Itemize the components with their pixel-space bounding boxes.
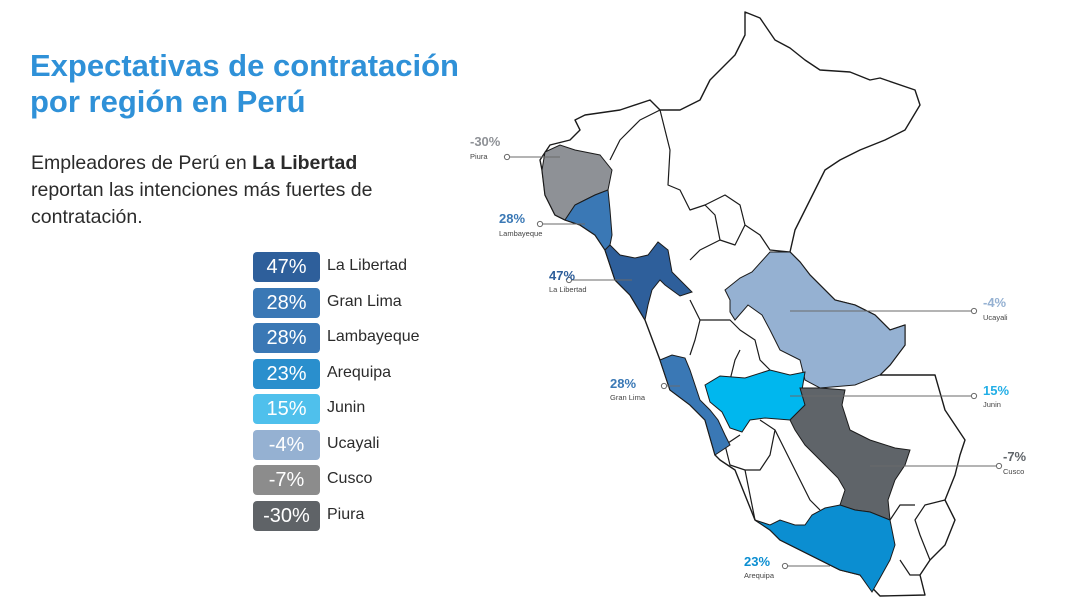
lambayeque-value: 28%: [499, 211, 525, 226]
la-libertad-value: 47%: [549, 268, 575, 283]
subtitle-text-end: reportan las intenciones más fuertes de …: [31, 179, 373, 228]
cusco-label: Cusco: [1003, 467, 1024, 476]
arequipa-label: Arequipa: [744, 571, 775, 580]
legend-region-label: Junin: [327, 399, 366, 416]
lambayeque-label: Lambayeque: [499, 229, 542, 238]
legend-value-badge: 28%: [253, 287, 320, 318]
gran-lima-label: Gran Lima: [610, 393, 646, 402]
gran-lima-value: 28%: [610, 376, 636, 391]
piura-value: -30%: [470, 134, 501, 149]
legend-region-label: Ucayali: [327, 434, 380, 452]
region-lambayeque: [564, 189, 613, 251]
legend-value-badge: -7%: [253, 465, 320, 495]
title-line-1: Expectativas de contratación: [30, 48, 459, 83]
piura-label: Piura: [470, 152, 488, 161]
legend-value-badge: 28%: [253, 323, 320, 353]
title-line-2: por región en Perú: [30, 84, 306, 119]
legend-region-label: Gran Lima: [327, 292, 402, 310]
region-arequipa: [754, 504, 896, 593]
cusco-value: -7%: [1003, 449, 1027, 464]
legend-value-badge: 23%: [253, 358, 320, 389]
legend-region-label: Arequipa: [327, 363, 392, 381]
legend-region-label: Cusco: [327, 470, 373, 487]
subtitle-text-start: Empleadores de Perú en: [31, 152, 253, 174]
legend-region-label: Piura: [327, 505, 365, 523]
junin-label: Junin: [983, 400, 1001, 409]
legend-value-badge: 47%: [253, 252, 320, 282]
page-title: Expectativas de contratación por región …: [30, 48, 459, 120]
region-ucayali: [724, 251, 906, 389]
ucayali-value: -4%: [983, 295, 1007, 310]
callout-dots: [503, 153, 1003, 570]
region-gran-lima: [659, 354, 731, 456]
subtitle: Empleadores de Perú en La Libertad repor…: [31, 150, 411, 231]
legend-region-label: La Libertad: [327, 257, 408, 274]
legend-value-badge: 15%: [253, 394, 320, 424]
subtitle-highlight-region: La Libertad: [252, 152, 358, 174]
legend-region-label: Lambayeque: [327, 328, 420, 345]
region-la-libertad: [604, 241, 693, 322]
arequipa-value: 23%: [744, 554, 770, 569]
la-libertad-label: La Libertad: [549, 285, 587, 294]
junin-value: 15%: [983, 383, 1009, 398]
legend-value-badge: -4%: [253, 429, 320, 460]
ucayali-label: Ucayali: [983, 313, 1008, 322]
callout-lines: [508, 156, 997, 567]
legend-value-badge: -30%: [253, 500, 320, 531]
